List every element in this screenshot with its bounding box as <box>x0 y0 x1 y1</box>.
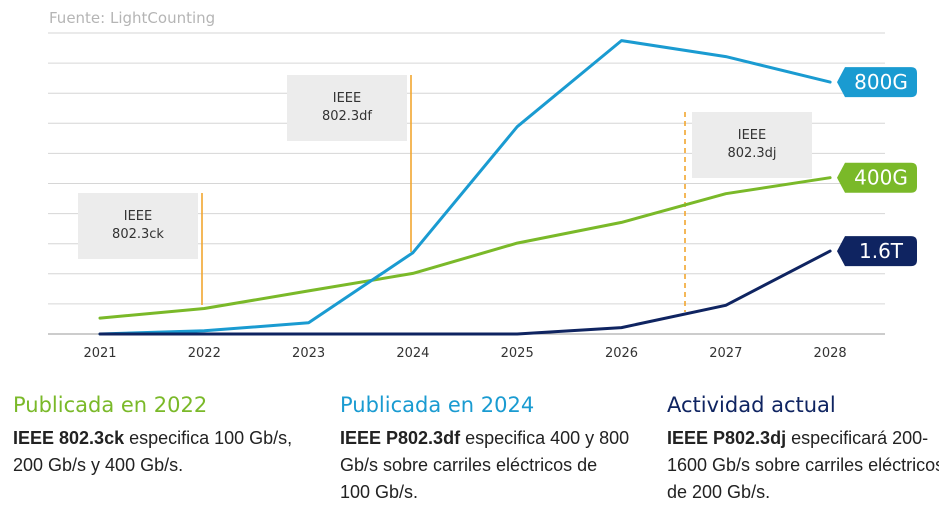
x-tick-label: 2021 <box>83 346 116 361</box>
annotation-label: IEEE <box>124 209 152 224</box>
column-heading: Actividad actual <box>667 393 836 417</box>
annotation-label: 802.3dj <box>727 146 776 161</box>
x-tick-label: 2022 <box>188 346 221 361</box>
column-body: IEEE 802.3ck especifica 100 Gb/s, 200 Gb… <box>13 425 303 479</box>
series-tag-label: 800G <box>854 70 908 94</box>
column-text: especifica 100 Gb/s, 200 Gb/s y 400 Gb/s… <box>13 428 293 475</box>
column-2022: Publicada en 2022 IEEE 802.3ck especific… <box>13 393 303 479</box>
annotation-label: IEEE <box>333 91 361 106</box>
standard-name: IEEE 802.3ck <box>13 428 125 448</box>
series-line-400G <box>98 176 832 320</box>
x-tick-label: 2027 <box>709 346 742 361</box>
series-tag-shape <box>837 162 917 193</box>
x-axis-ticks: 2021 2022 2023 2024 2025 2026 2027 2028 <box>83 346 846 361</box>
column-body: IEEE P802.3dj especificará 200-1600 Gb/s… <box>667 425 939 506</box>
series-line-800G <box>98 39 832 336</box>
x-tick-label: 2026 <box>605 346 638 361</box>
annotation-label: 802.3df <box>322 109 372 124</box>
column-text: especificará 200-1600 Gb/s sobre carrile… <box>667 428 939 502</box>
column-2024: Publicada en 2024 IEEE P802.3df especifi… <box>340 393 630 506</box>
series-tag-label: 400G <box>854 166 908 190</box>
series-labels: 800G 400G 1.6T <box>837 67 917 267</box>
series-tag-1.6T: 1.6T <box>837 236 917 267</box>
series-tag-label: 1.6T <box>859 239 904 263</box>
column-body: IEEE P802.3df especifica 400 y 800 Gb/s … <box>340 425 630 506</box>
x-tick-label: 2024 <box>396 346 429 361</box>
annotations: IEEE 802.3ck IEEE 802.3df IEEE 802.3dj <box>78 75 812 312</box>
series-tag-shape <box>837 236 917 267</box>
series-lines <box>98 39 832 336</box>
annotation-label: 802.3ck <box>112 227 164 242</box>
series-tag-shape <box>837 67 917 98</box>
annotation-box <box>692 112 812 178</box>
series-tag-800G: 800G <box>837 67 917 98</box>
annotation-label: IEEE <box>738 128 766 143</box>
line-chart: IEEE 802.3ck IEEE 802.3df IEEE 802.3dj 800G 40… <box>48 32 917 361</box>
standard-name: IEEE P802.3dj <box>667 428 787 448</box>
series-tag-400G: 400G <box>837 162 917 193</box>
column-heading: Publicada en 2024 <box>340 393 535 417</box>
x-tick-label: 2025 <box>501 346 534 361</box>
annotation-box <box>78 193 198 259</box>
standard-name: IEEE P802.3df <box>340 428 461 448</box>
x-tick-label: 2023 <box>292 346 325 361</box>
annotation-box <box>287 75 407 141</box>
source-credit: Fuente: LightCounting <box>49 9 216 27</box>
column-text: especifica 400 y 800 Gb/s sobre carriles… <box>340 428 630 502</box>
x-tick-label: 2028 <box>814 346 847 361</box>
column-heading: Publicada en 2022 <box>13 393 208 417</box>
series-line-1.6T <box>98 249 832 336</box>
column-current: Actividad actual IEEE P802.3dj especific… <box>667 393 939 506</box>
